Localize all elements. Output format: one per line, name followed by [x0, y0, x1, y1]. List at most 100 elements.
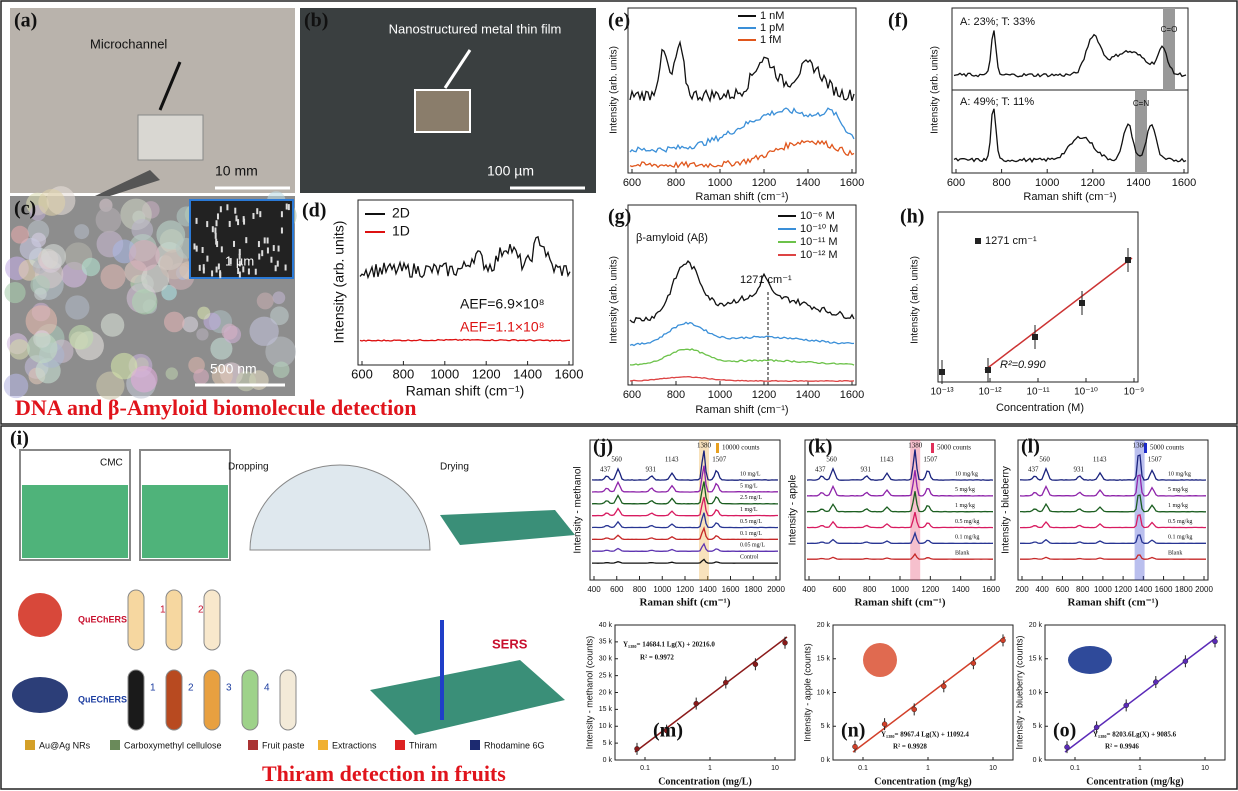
grain [96, 207, 122, 233]
scale-label: 5000 counts [937, 444, 971, 452]
point [1094, 725, 1099, 730]
spectrum [630, 377, 854, 382]
panel-label: (l) [1021, 436, 1040, 458]
x-tick-label: 1000 [708, 177, 732, 189]
y-tick-label: 10 k [1029, 689, 1043, 696]
panel-label: (j) [593, 436, 613, 458]
point [1153, 680, 1158, 685]
x-tick-label: 600 [623, 177, 641, 189]
x-tick-label: 10 [1201, 765, 1209, 772]
grain [286, 204, 288, 210]
peak-label: 1507 [1148, 456, 1163, 464]
x-tick-label: 600 [1056, 585, 1070, 594]
x-tick-label: 1 [926, 765, 930, 772]
legend-entry: 10⁻¹² M [800, 249, 838, 261]
plot-frame [628, 8, 856, 173]
spectrum [630, 42, 854, 100]
grain [131, 366, 158, 393]
peak-label: 560 [1039, 456, 1050, 464]
x-tick-label: 800 [863, 585, 877, 594]
level-label: Control [740, 555, 759, 561]
figure: (a)Microchannel10 mm(b)Nanostructured me… [0, 0, 1238, 791]
apple [863, 643, 897, 677]
level-label: 0.1 mg/kg [955, 535, 979, 541]
y-axis-label: Intensity (arb. units) [609, 46, 620, 134]
x-axis-label: Concentration (M) [996, 402, 1084, 414]
spectrum [630, 349, 854, 365]
legend-entry: Au@Ag NRs [39, 740, 91, 750]
y-tick-label: 20 k [817, 622, 831, 629]
caption: DNA and β-Amyloid biomolecule detection [15, 395, 416, 420]
legend-entry: Carboxymethyl cellulose [124, 740, 222, 750]
tube [204, 590, 220, 650]
step-label: CMC [100, 458, 123, 469]
y-tick-label: 5 k [1033, 723, 1043, 730]
level-label: 5 mg/kg [955, 487, 975, 493]
scale-label: 1 µm [225, 253, 254, 268]
spectrum [630, 261, 854, 323]
x-tick-label: 1400 [513, 366, 542, 381]
annotation: AEF=1.1×10⁸ [460, 319, 545, 335]
x-tick-label: 800 [393, 366, 415, 381]
grain [34, 288, 47, 301]
y-tick-label: 20 k [1029, 622, 1043, 629]
x-tick-label: 1400 [796, 389, 820, 401]
grain [256, 208, 258, 214]
x-tick-label: 1600 [722, 585, 740, 594]
equation: Y₁₃₈₀= 8967.4 Lg(X) + 11092.4 [881, 731, 969, 739]
level-label: Blank [955, 551, 969, 557]
peak-label: 1143 [665, 456, 679, 464]
liquid [22, 485, 128, 558]
step-number: 2 [188, 683, 194, 694]
x-tick-label: 10⁻¹⁰ [1074, 387, 1098, 398]
point [985, 367, 991, 373]
grain [267, 238, 269, 244]
x-tick-label: 1000 [708, 389, 732, 401]
grain [199, 265, 201, 271]
point [783, 640, 788, 645]
x-tick-label: 400 [802, 585, 816, 594]
peak-label: 1143 [1093, 456, 1107, 464]
tube [242, 670, 258, 730]
y-axis-label: Intensity (arb. units) [331, 221, 347, 344]
y-axis-label: Intensity - apple (counts) [802, 643, 812, 742]
panel-label: (a) [14, 10, 37, 32]
grain [216, 220, 218, 226]
panel-label: (f) [888, 10, 908, 32]
y-tick-label: 15 k [817, 656, 831, 663]
legend-entry: 1D [392, 223, 410, 239]
peak-label: 1143 [880, 456, 894, 464]
x-tick-label: 600 [610, 585, 624, 594]
grain [182, 316, 198, 332]
legend-swatch [470, 740, 480, 750]
x-tick-label: 1400 [796, 177, 820, 189]
x-tick-label: 1400 [1126, 177, 1150, 189]
y-tick-label: 15 k [599, 706, 613, 713]
grain [27, 333, 57, 363]
y-axis-label: Intensity (arb. units) [930, 46, 941, 134]
grain [221, 246, 223, 252]
panel-label: (e) [608, 10, 630, 32]
grain [264, 237, 266, 243]
level-label: 2.5 mg/L [740, 495, 762, 501]
legend-entry: 10⁻⁶ M [800, 210, 835, 222]
legend-swatch [395, 740, 405, 750]
x-tick-label: 1200 [921, 585, 939, 594]
y-tick-label: 0 k [1033, 757, 1043, 764]
tube [280, 670, 296, 730]
y-tick-label: 5 k [603, 740, 613, 747]
x-axis-label: Raman shift (cm⁻¹) [1068, 597, 1159, 609]
step-number: 1 [160, 605, 166, 616]
y-tick-label: 5 k [821, 723, 831, 730]
level-label: 1 mg/kg [955, 503, 975, 509]
tube [204, 670, 220, 730]
dome [250, 465, 430, 550]
x-tick-label: 1600 [1172, 177, 1196, 189]
x-tick-label: 800 [633, 585, 647, 594]
x-tick-label: 0.1 [1070, 765, 1080, 772]
substrate [370, 660, 565, 735]
legend-entry: 1271 cm⁻¹ [985, 235, 1037, 247]
panel-label: (c) [14, 198, 36, 220]
x-tick-label: 1200 [752, 389, 776, 401]
y-axis-label: Intensity - methanol [573, 466, 584, 553]
